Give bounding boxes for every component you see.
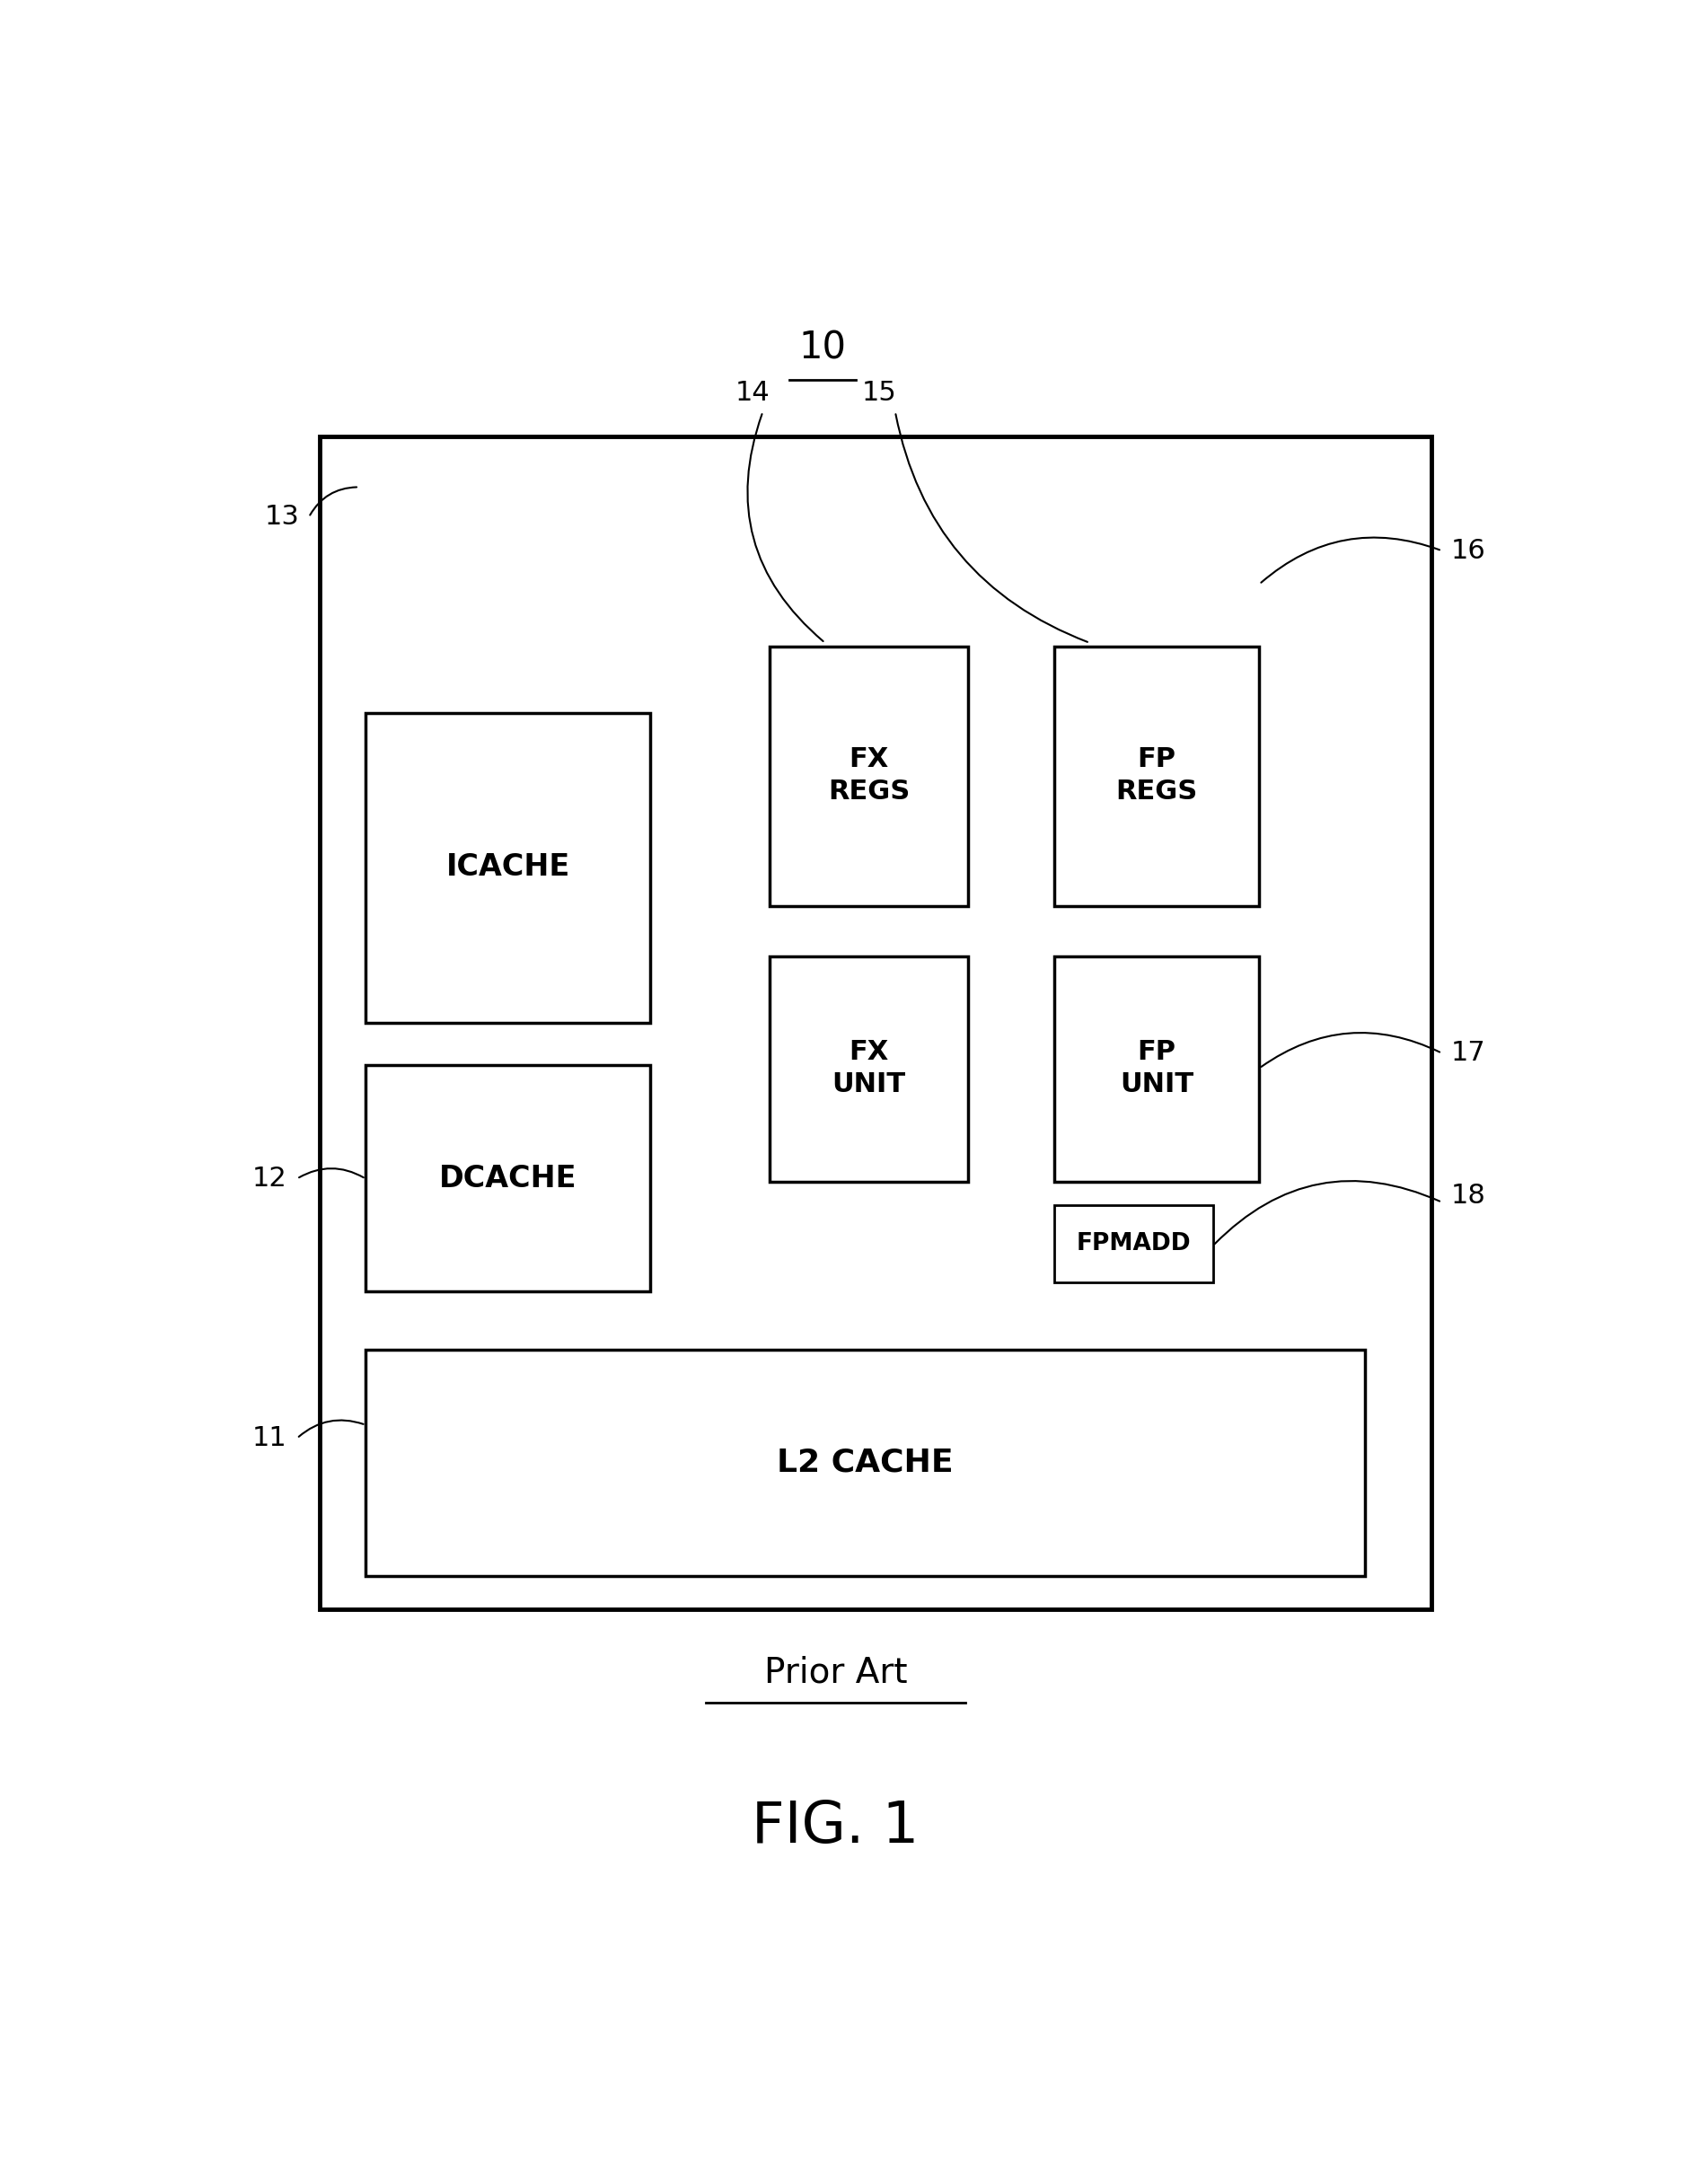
Text: FIG. 1: FIG. 1 bbox=[752, 1799, 919, 1855]
Bar bbox=[769, 957, 968, 1183]
Text: 11: 11 bbox=[251, 1425, 287, 1451]
Bar bbox=[366, 713, 651, 1022]
Bar bbox=[1054, 1205, 1213, 1283]
Text: ICACHE: ICACHE bbox=[446, 853, 570, 883]
Text: 15: 15 bbox=[863, 381, 897, 407]
FancyArrowPatch shape bbox=[1261, 1033, 1440, 1066]
FancyArrowPatch shape bbox=[311, 487, 357, 515]
Bar bbox=[366, 1349, 1365, 1575]
Text: Prior Art: Prior Art bbox=[763, 1655, 907, 1690]
Text: L2 CACHE: L2 CACHE bbox=[777, 1446, 953, 1477]
Text: 12: 12 bbox=[251, 1166, 287, 1192]
Text: FPMADD: FPMADD bbox=[1076, 1233, 1190, 1255]
Text: FP
REGS: FP REGS bbox=[1115, 746, 1197, 805]
FancyArrowPatch shape bbox=[299, 1168, 364, 1177]
FancyArrowPatch shape bbox=[1214, 1181, 1440, 1244]
FancyArrowPatch shape bbox=[895, 413, 1088, 642]
FancyArrowPatch shape bbox=[748, 413, 823, 642]
Bar bbox=[366, 1066, 651, 1292]
Bar bbox=[1054, 957, 1259, 1183]
Text: 13: 13 bbox=[265, 505, 301, 531]
Text: FX
REGS: FX REGS bbox=[828, 746, 910, 805]
Text: 10: 10 bbox=[799, 328, 845, 368]
Text: FP
UNIT: FP UNIT bbox=[1120, 1040, 1194, 1098]
Bar bbox=[319, 437, 1431, 1609]
Text: 16: 16 bbox=[1452, 537, 1486, 563]
FancyArrowPatch shape bbox=[1261, 537, 1440, 583]
Text: 18: 18 bbox=[1450, 1183, 1486, 1209]
Text: 17: 17 bbox=[1452, 1040, 1486, 1066]
Text: 14: 14 bbox=[734, 381, 770, 407]
Text: DCACHE: DCACHE bbox=[439, 1164, 577, 1194]
FancyArrowPatch shape bbox=[299, 1420, 364, 1438]
Bar bbox=[1054, 646, 1259, 905]
Bar bbox=[769, 646, 968, 905]
Text: FX
UNIT: FX UNIT bbox=[832, 1040, 905, 1098]
